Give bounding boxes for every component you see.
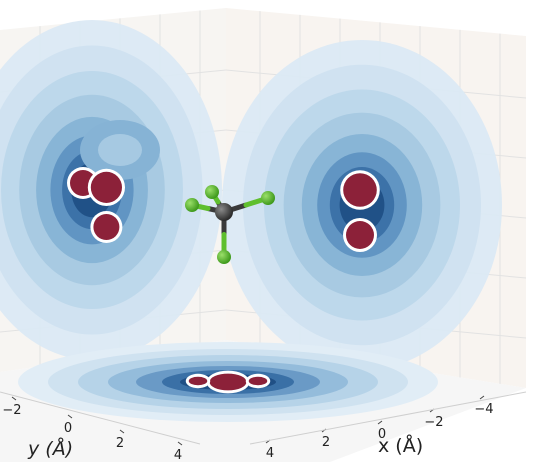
y-tick-1: 0	[64, 421, 72, 436]
x-tick-mark-0	[479, 395, 485, 400]
right-peak-0	[343, 173, 377, 207]
x-tick-0: −4	[474, 402, 493, 417]
y-tick-mark-1	[67, 414, 73, 419]
y-tick-2: 2	[116, 436, 124, 451]
y-tick-labels: −2 0 2 4	[0, 391, 201, 463]
molecule	[185, 185, 275, 264]
y-tick-0: −2	[2, 403, 21, 418]
y-tick-mark-3	[177, 441, 183, 446]
floor-peak-1	[188, 376, 208, 386]
x-tick-labels: −4 −2 0 2 4	[249, 391, 527, 461]
x-axis-label: x (Å)	[378, 434, 423, 457]
y-axis-label: y (Å)	[27, 437, 73, 460]
ligand-atom-1	[185, 198, 199, 212]
ligand-atom-3	[217, 250, 231, 264]
x-axis-line	[249, 391, 527, 445]
y-axis-line	[0, 391, 201, 445]
left-peak-1	[90, 171, 122, 203]
center-atom	[215, 203, 233, 221]
y-tick-mark-2	[119, 429, 125, 434]
floor-peak-0	[209, 373, 247, 391]
right-peak-1	[346, 221, 374, 249]
floor-contours	[18, 342, 438, 422]
right-wall-contours	[222, 40, 502, 370]
x-tick-mark-2	[377, 420, 383, 425]
y-tick-3: 4	[174, 448, 182, 462]
floor-peak-2	[248, 376, 268, 386]
x-tick-1: −2	[424, 415, 443, 430]
x-tick-3: 2	[322, 435, 330, 450]
left-wall-contours	[0, 20, 222, 360]
left-peak-2	[93, 214, 120, 240]
ligand-atom-2	[261, 191, 275, 205]
y-tick-mark-0	[11, 396, 17, 401]
ligand-atom-0	[205, 185, 219, 199]
left-lobe-b	[98, 134, 142, 166]
x-tick-2: 0	[378, 427, 386, 442]
x-tick-4: 4	[266, 446, 274, 461]
